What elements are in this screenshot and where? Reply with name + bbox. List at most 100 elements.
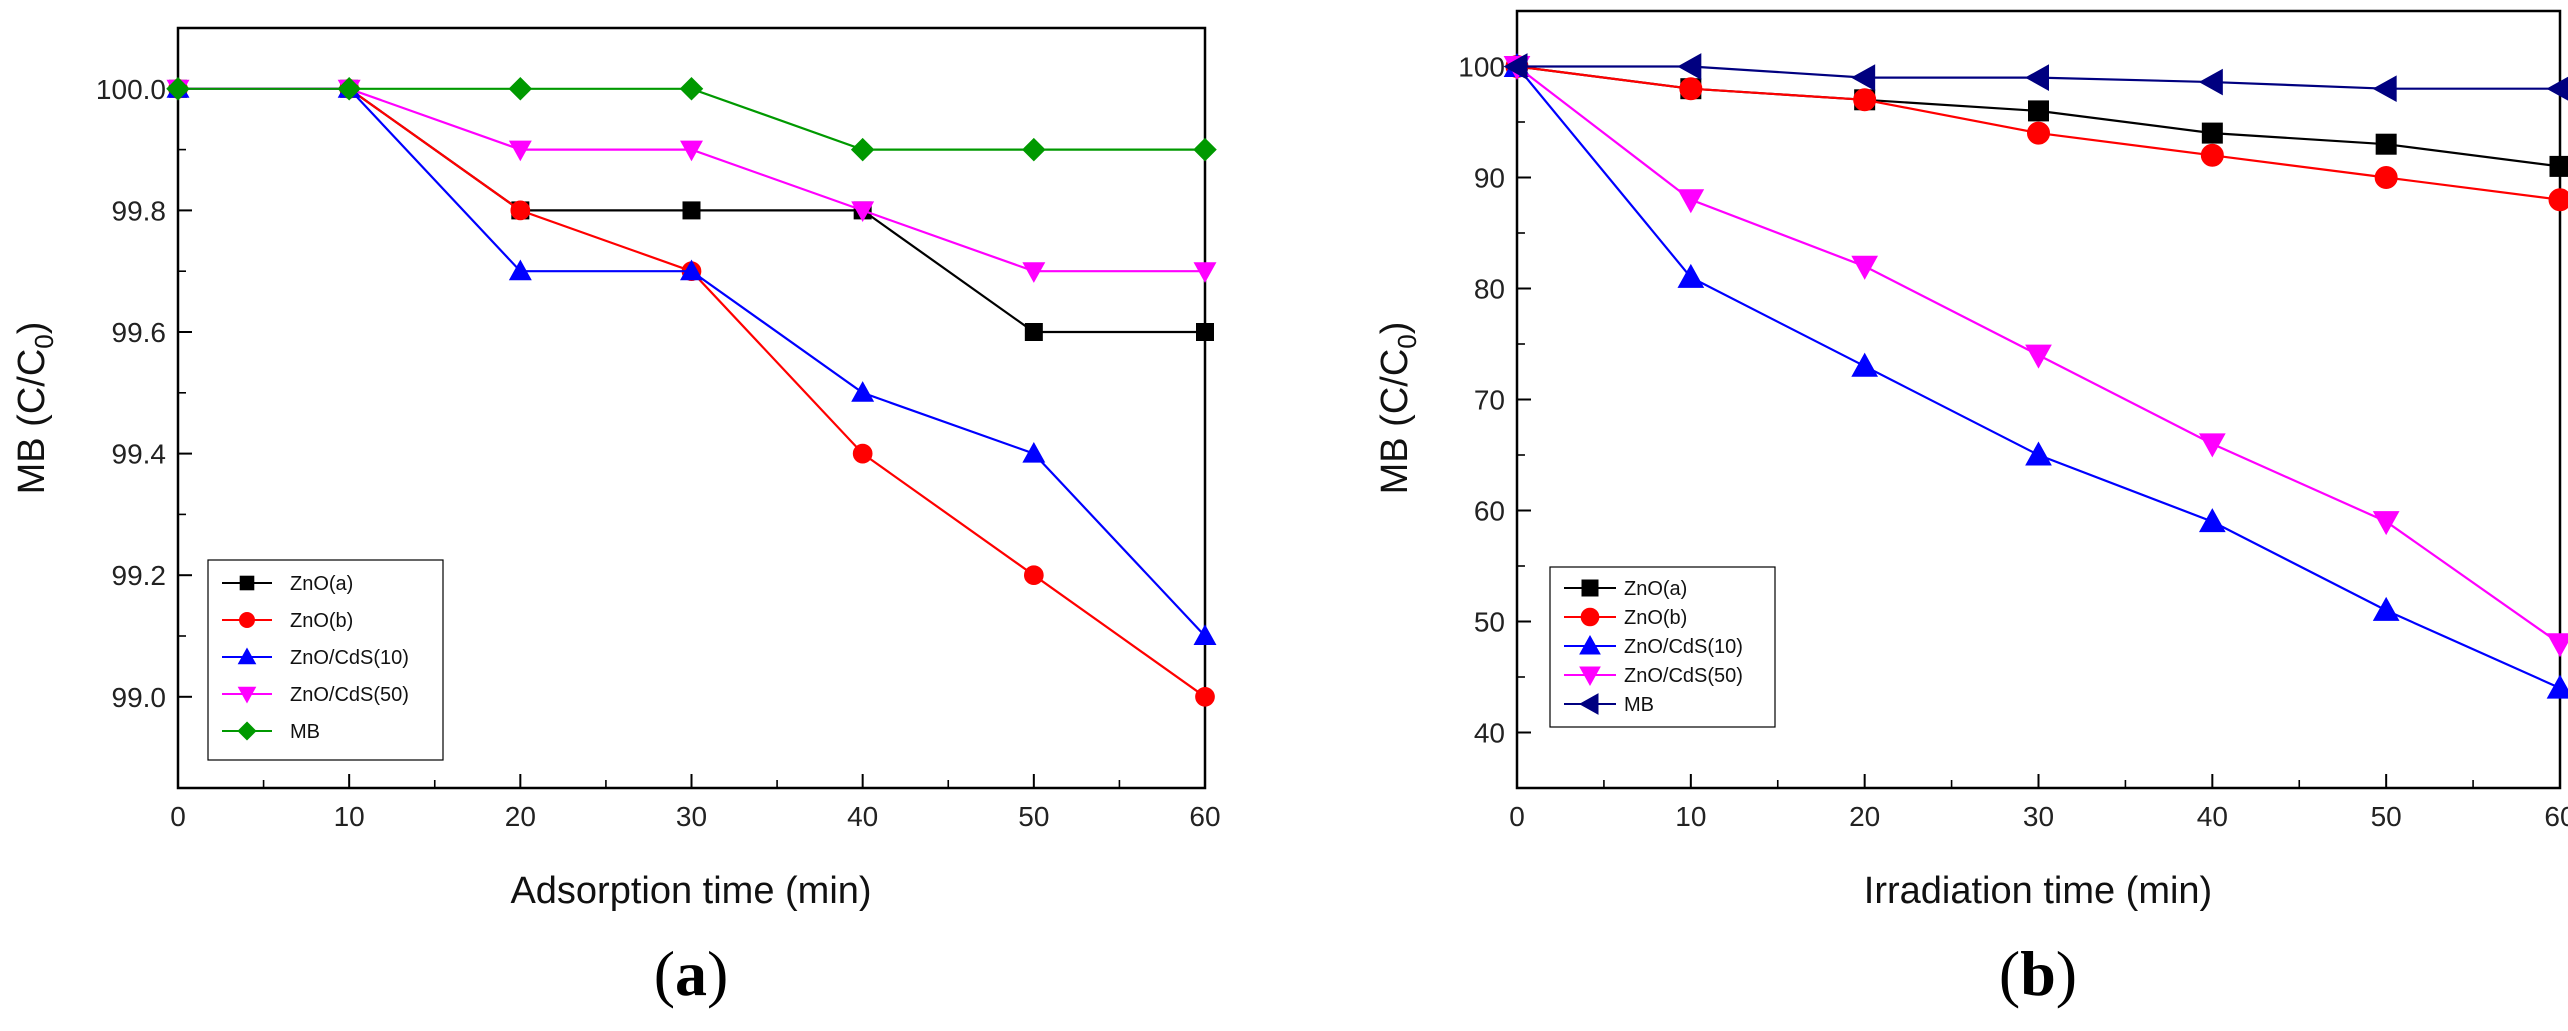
y-axis-title-a-sub: 0: [29, 334, 59, 348]
y-tick-label-a-4: 99.8: [112, 195, 167, 226]
x-axis-title-a: Adsorption time (min): [510, 870, 871, 912]
legend-label-a-zno-cds-10: ZnO/CdS(10): [290, 647, 409, 669]
legend-marker-b-zno-cds-50: [1579, 666, 1601, 687]
legend-item-a-zno-b: ZnO(b): [222, 610, 353, 632]
legend-marker-a-mb: [237, 721, 257, 741]
panel-label-a-letter: a: [675, 938, 707, 1009]
data-point-a-zno-a-50: [1024, 323, 1043, 341]
legend-label-a-zno-a: ZnO(a): [290, 573, 353, 595]
legend-marker-a-zno-a: [239, 575, 255, 591]
x-tick-label-b-10: 10: [1675, 801, 1706, 832]
data-point-b-zno-b-40: [2200, 143, 2224, 167]
y-axis-title-b-main: MB (C/C: [1374, 349, 1416, 495]
data-point-b-mb-50: [2372, 75, 2397, 103]
legend-items-b: ZnO(a) ZnO(b) ZnO/CdS(10) ZnO/CdS(50) MB: [1564, 578, 1743, 716]
data-point-a-mb-30: [679, 77, 704, 101]
y-tick-label-b-2: 60: [1474, 496, 1505, 527]
data-point-a-zno-b-50: [1023, 565, 1044, 586]
y-axis-title-a-main: MB (C/C: [11, 349, 53, 495]
y-tick-label-a-0: 99.0: [112, 682, 167, 713]
legend-items-a: ZnO(a) ZnO(b) ZnO/CdS(10) ZnO/CdS(50) MB: [222, 573, 409, 743]
legend-label-b-zno-b: ZnO(b): [1624, 607, 1687, 629]
panel-label-a-open: (: [654, 938, 675, 1009]
y-tick-label-b-3: 70: [1474, 385, 1505, 416]
data-point-a-zno-cds-50-20: [508, 140, 532, 162]
data-point-a-zno-cds-10-40: [851, 381, 875, 402]
x-axis-ticks-a: 0 10 20 30 40 50 60: [170, 774, 1221, 832]
legend-a: ZnO(a) ZnO(b) ZnO/CdS(10) ZnO/CdS(50) MB: [207, 559, 444, 761]
y-tick-label-a-3: 99.6: [112, 317, 167, 348]
legend-item-a-mb: MB: [222, 721, 320, 743]
legend-b: ZnO(a) ZnO(b) ZnO/CdS(10) ZnO/CdS(50) MB: [1549, 566, 1776, 728]
y-axis-title-b-close: ): [1374, 322, 1416, 335]
data-point-a-zno-cds-50-50: [1022, 262, 1046, 283]
legend-marker-b-zno-cds-10: [1579, 634, 1601, 655]
data-point-b-mb-10: [1677, 53, 1702, 80]
data-point-a-zno-a-60: [1196, 323, 1214, 341]
x-tick-label-a-50: 50: [1018, 801, 1049, 832]
legend-label-a-zno-cds-50: ZnO/CdS(50): [290, 684, 409, 706]
data-point-a-zno-cds-10-30: [680, 259, 703, 281]
data-point-b-zno-cds-10-10: [1677, 263, 1705, 288]
legend-marker-a-zno-cds-50: [237, 686, 257, 704]
legend-item-a-zno-cds-50: ZnO/CdS(50): [222, 684, 409, 706]
x-tick-label-b-40: 40: [2197, 801, 2228, 832]
legend-marker-a-zno-b: [239, 612, 255, 628]
x-tick-label-a-0: 0: [170, 801, 186, 832]
panel-label-a-close: ): [707, 938, 728, 1009]
legend-label-a-zno-b: ZnO(b): [290, 610, 353, 632]
legend-item-a-zno-a: ZnO(a): [222, 573, 353, 595]
data-point-a-zno-cds-10-20: [508, 259, 532, 281]
data-point-b-zno-cds-10-60: [2546, 674, 2568, 699]
y-tick-label-a-1: 99.2: [112, 560, 167, 591]
y-tick-label-b-4: 80: [1474, 274, 1505, 305]
data-point-b-zno-b-60: [2548, 188, 2568, 212]
y-tick-label-a-5: 100.0: [96, 74, 166, 105]
legend-label-a-mb: MB: [290, 721, 320, 743]
data-point-b-zno-cds-50-50: [2372, 511, 2400, 536]
y-tick-label-b-1: 50: [1474, 607, 1505, 638]
y-axis-title-a: MB (C/C0): [11, 322, 59, 495]
panel-label-b: (b): [1999, 938, 2077, 1009]
data-point-b-zno-b-30: [2027, 121, 2050, 145]
x-tick-label-a-30: 30: [676, 801, 707, 832]
data-point-a-zno-cds-10-60: [1193, 624, 1217, 645]
legend-label-b-zno-cds-50: ZnO/CdS(50): [1624, 665, 1743, 687]
y-axis-ticks-a: 99.0 99.2 99.4 99.6 99.8 100.0: [96, 74, 192, 713]
data-point-b-zno-b-10: [1679, 77, 1703, 101]
data-point-b-zno-cds-50-60: [2546, 633, 2568, 658]
legend-label-b-zno-cds-10: ZnO/CdS(10): [1624, 636, 1743, 658]
y-axis-title-b-sub: 0: [1392, 334, 1422, 348]
data-point-b-zno-a-40: [2201, 122, 2223, 144]
data-point-b-zno-cds-50-10: [1677, 189, 1705, 214]
x-tick-label-b-60: 60: [2544, 801, 2568, 832]
chart-panel-b: 0 10 20 30 40 50 60 40 50 60 70 80 90 100 Irradiatio…: [1374, 9, 2568, 1009]
y-axis-title-b: MB (C/C0): [1374, 322, 1422, 495]
legend-marker-b-zno-a: [1581, 579, 1599, 597]
data-point-b-zno-cds-50-20: [1851, 255, 1879, 280]
data-point-a-zno-cds-50-40: [851, 201, 875, 223]
data-point-a-mb-40: [850, 137, 875, 162]
data-point-a-zno-b-60: [1195, 686, 1215, 707]
data-point-b-zno-cds-10-30: [2025, 441, 2052, 466]
data-point-b-mb-60: [2546, 76, 2568, 101]
legend-marker-b-zno-b: [1580, 607, 1600, 627]
series-layer-b: [1503, 52, 2568, 699]
legend-label-b-mb: MB: [1624, 694, 1654, 716]
data-point-a-zno-cds-50-30: [680, 140, 703, 162]
x-tick-label-b-50: 50: [2371, 801, 2402, 832]
data-point-b-zno-cds-50-40: [2198, 433, 2226, 458]
data-point-b-zno-cds-10-50: [2372, 596, 2400, 621]
data-point-a-mb-20: [508, 77, 533, 101]
x-axis-ticks-b: 0 10 20 30 40 50 60: [1509, 774, 2568, 832]
legend-item-b-zno-cds-50: ZnO/CdS(50): [1564, 665, 1743, 687]
x-axis-title-b: Irradiation time (min): [1864, 870, 2212, 912]
data-point-a-zno-cds-50-60: [1193, 262, 1217, 283]
legend-item-a-zno-cds-10: ZnO/CdS(10): [222, 647, 409, 669]
data-point-b-zno-a-30: [2028, 100, 2049, 122]
panel-label-b-close: ): [2056, 938, 2077, 1009]
data-point-a-zno-b-20: [510, 200, 531, 221]
panel-label-b-letter: b: [2020, 938, 2056, 1009]
legend-item-b-zno-b: ZnO(b): [1564, 607, 1687, 629]
x-tick-label-b-30: 30: [2023, 801, 2054, 832]
